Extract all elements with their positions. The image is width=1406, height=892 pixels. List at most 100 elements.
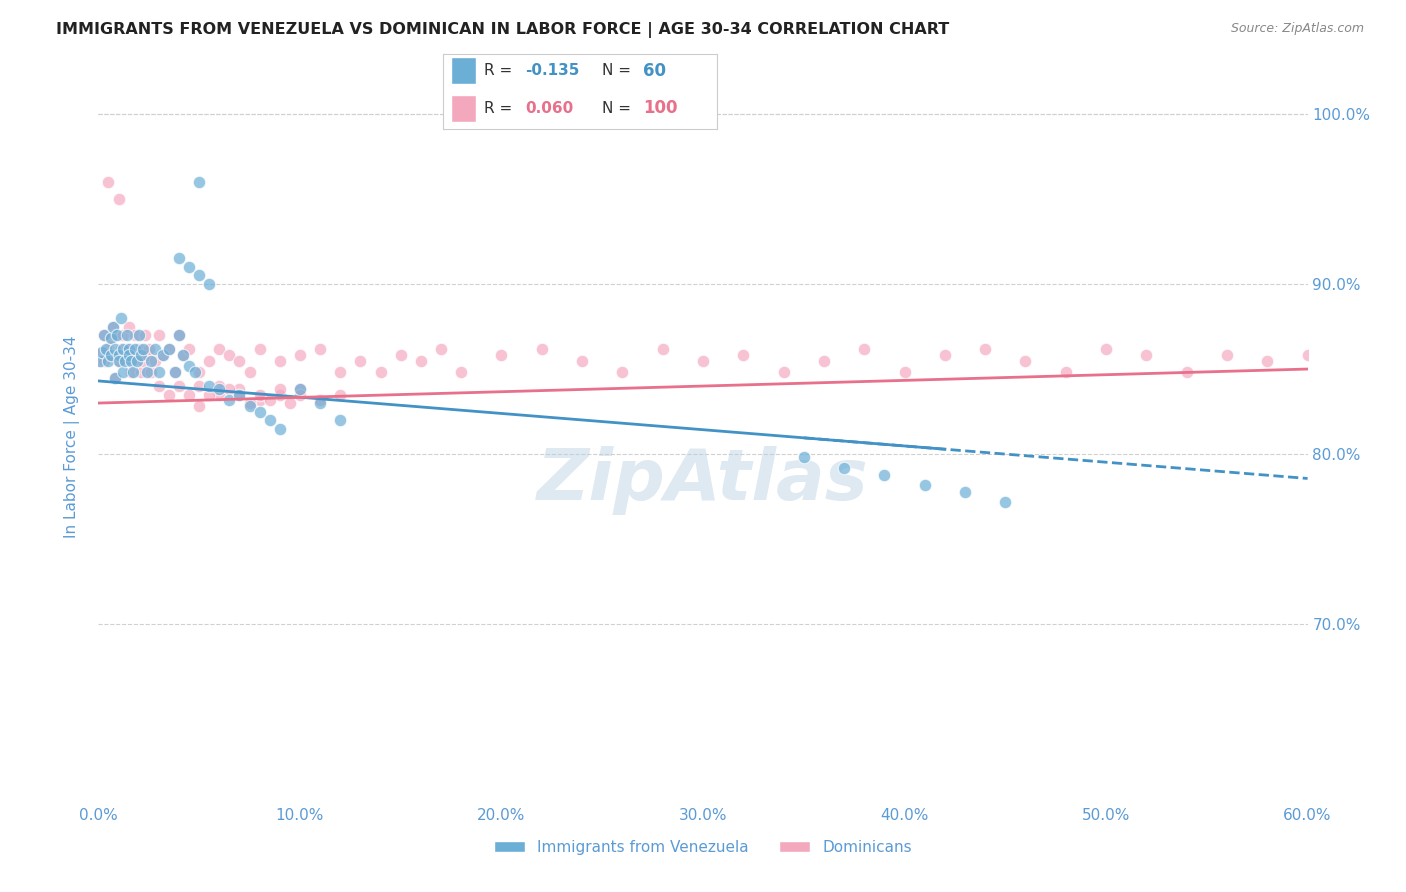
Legend: Immigrants from Venezuela, Dominicans: Immigrants from Venezuela, Dominicans: [488, 834, 918, 861]
Point: [120, 366, 142, 380]
Point: [167, 379, 190, 393]
Text: 0.060: 0.060: [526, 101, 574, 116]
Point: [198, 387, 221, 401]
Point: [188, 268, 211, 283]
Point: [132, 342, 155, 356]
Text: -0.135: -0.135: [526, 63, 579, 78]
Point: [89, 353, 111, 368]
Point: [107, 353, 129, 368]
Point: [139, 366, 162, 380]
Point: [132, 353, 155, 368]
Text: 100: 100: [643, 100, 678, 118]
Text: N =: N =: [602, 101, 636, 116]
Point: [218, 392, 240, 407]
Point: [93, 328, 115, 343]
Text: N =: N =: [602, 63, 636, 78]
Point: [111, 366, 134, 380]
Point: [239, 366, 262, 380]
Point: [179, 359, 201, 373]
Point: [228, 387, 250, 401]
Point: [100, 331, 122, 345]
Point: [269, 383, 291, 397]
Point: [114, 353, 136, 368]
Point: [249, 392, 271, 407]
Point: [571, 353, 593, 368]
Point: [218, 383, 240, 397]
Point: [309, 392, 332, 407]
Point: [188, 379, 211, 393]
Point: [120, 353, 142, 368]
Point: [228, 353, 250, 368]
Point: [179, 387, 201, 401]
Point: [103, 342, 125, 356]
Point: [772, 366, 794, 380]
Point: [288, 348, 311, 362]
Point: [329, 366, 352, 380]
Point: [135, 348, 157, 362]
Point: [832, 460, 855, 475]
Text: Source: ZipAtlas.com: Source: ZipAtlas.com: [1230, 22, 1364, 36]
Point: [349, 353, 371, 368]
Point: [167, 328, 190, 343]
Point: [329, 413, 352, 427]
Point: [288, 383, 311, 397]
Point: [105, 348, 128, 362]
Point: [103, 370, 125, 384]
Point: [1135, 348, 1157, 362]
Point: [228, 383, 250, 397]
Point: [110, 311, 132, 326]
Point: [148, 366, 170, 380]
Point: [208, 387, 231, 401]
Point: [91, 345, 114, 359]
Text: R =: R =: [484, 63, 517, 78]
Point: [288, 383, 311, 397]
Point: [152, 348, 174, 362]
Point: [1296, 348, 1319, 362]
Point: [101, 319, 124, 334]
Point: [1054, 366, 1077, 380]
Point: [124, 328, 146, 343]
Y-axis label: In Labor Force | Age 30-34: In Labor Force | Age 30-34: [63, 335, 80, 539]
Text: 60: 60: [643, 62, 666, 79]
Point: [329, 387, 352, 401]
Point: [651, 342, 673, 356]
Point: [143, 342, 166, 356]
Point: [530, 342, 553, 356]
Bar: [451, 95, 475, 122]
Point: [179, 342, 201, 356]
Point: [914, 477, 936, 491]
Point: [1175, 366, 1198, 380]
Point: [172, 348, 194, 362]
Point: [129, 348, 152, 362]
Point: [309, 342, 332, 356]
Point: [239, 400, 262, 414]
Point: [118, 348, 141, 362]
Point: [288, 387, 311, 401]
Point: [157, 342, 180, 356]
Point: [100, 348, 122, 362]
Point: [208, 342, 231, 356]
Point: [179, 260, 201, 274]
Point: [893, 366, 915, 380]
Point: [114, 348, 136, 362]
Point: [389, 348, 412, 362]
Point: [152, 348, 174, 362]
Point: [188, 175, 211, 189]
Point: [125, 353, 148, 368]
Point: [249, 342, 271, 356]
Point: [198, 353, 221, 368]
Point: [97, 342, 120, 356]
Point: [994, 494, 1017, 508]
Bar: [451, 57, 475, 84]
Point: [370, 366, 392, 380]
Point: [188, 400, 211, 414]
Point: [813, 353, 835, 368]
Point: [93, 328, 115, 343]
Point: [111, 328, 134, 343]
Point: [105, 328, 128, 343]
Point: [269, 421, 291, 435]
Text: R =: R =: [484, 101, 517, 116]
Point: [121, 353, 143, 368]
Point: [96, 348, 118, 362]
Point: [148, 328, 170, 343]
